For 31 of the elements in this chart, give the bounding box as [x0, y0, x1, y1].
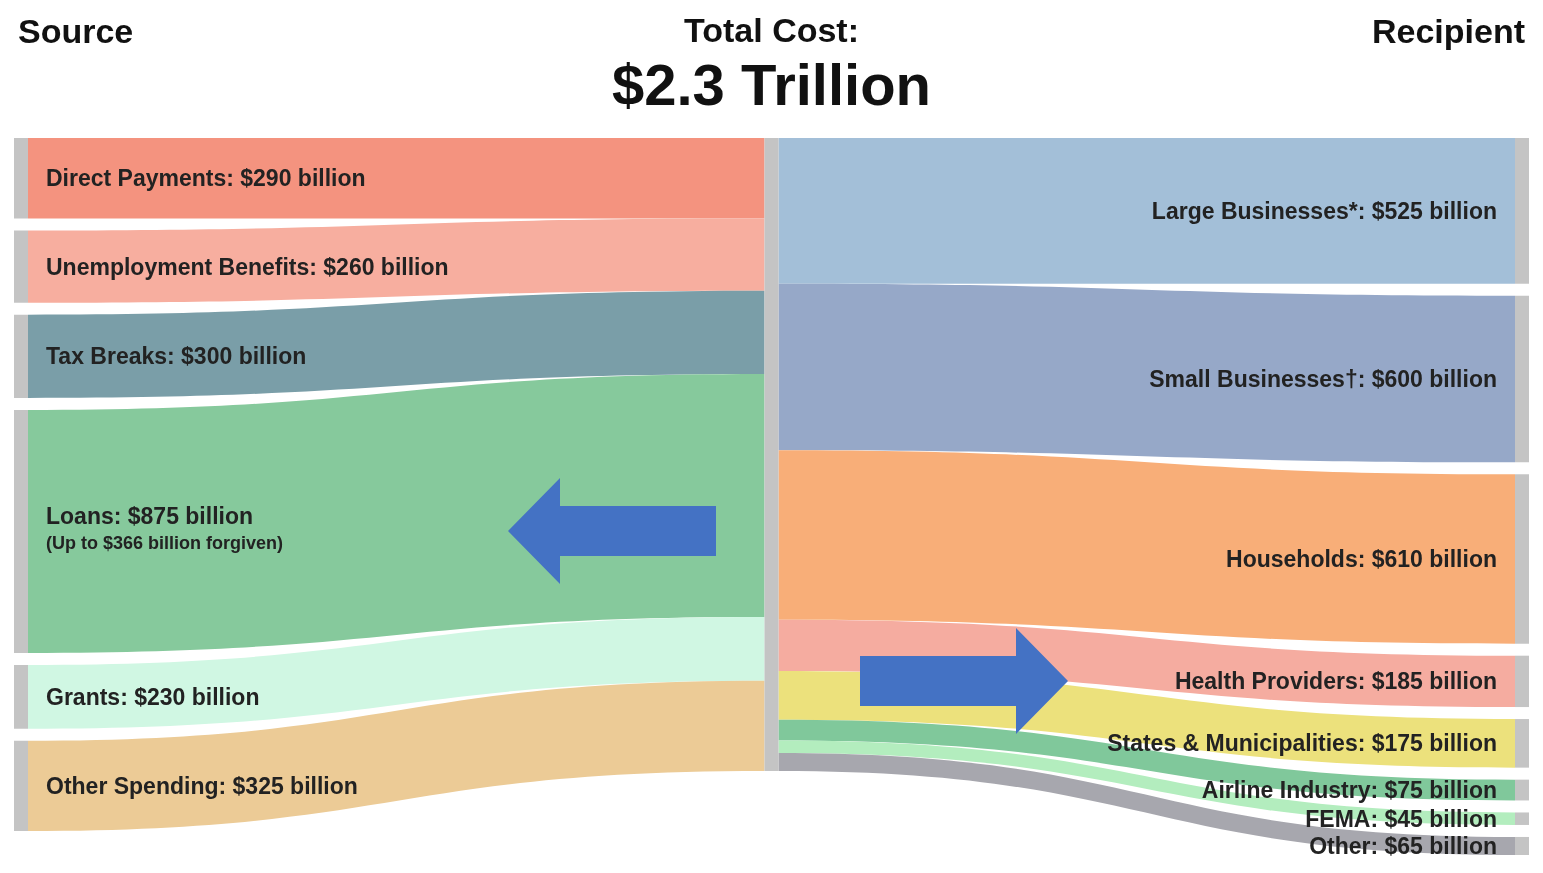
category-label: Tax Breaks — [46, 343, 168, 370]
category-label: Other Spending — [46, 772, 219, 799]
data-label: : $175 billion — [1357, 730, 1497, 757]
category-label: Loans — [46, 503, 114, 530]
category-label: Small Businesses† — [1149, 366, 1358, 393]
text: (Up to $366 billion forgiven) — [46, 532, 284, 553]
text: Total Cost: — [683, 11, 860, 49]
data-label: : $325 billion — [218, 772, 358, 799]
data-label: : $75 billion — [1370, 777, 1497, 804]
text: Source — [18, 12, 134, 50]
data-label: : $610 billion — [1357, 546, 1497, 573]
data-label: : $300 billion — [167, 343, 307, 370]
text: $2.3 Trillion — [611, 51, 932, 117]
category-label: Large Businesses* — [1151, 197, 1358, 224]
category-label: Health Providers — [1174, 668, 1358, 695]
data-label: : $525 billion — [1357, 197, 1497, 224]
data-label: : $260 billion — [309, 253, 449, 280]
category-label: Other — [1309, 832, 1371, 859]
data-label: : $600 billion — [1357, 366, 1497, 393]
category-label: Households — [1226, 546, 1358, 573]
data-label: : $290 billion — [226, 165, 366, 192]
data-label: : $875 billion — [113, 503, 254, 530]
data-label: : $45 billion — [1370, 805, 1497, 832]
category-label: States & Municipalities — [1107, 730, 1358, 757]
text: Recipient — [1371, 12, 1526, 50]
category-label: Direct Payments — [46, 165, 227, 192]
category-label: Grants — [46, 683, 121, 710]
data-label: : $230 billion — [120, 683, 260, 710]
category-label: Unemployment Benefits — [46, 253, 310, 280]
data-label: : $185 billion — [1357, 668, 1497, 695]
category-label: FEMA — [1305, 805, 1371, 832]
